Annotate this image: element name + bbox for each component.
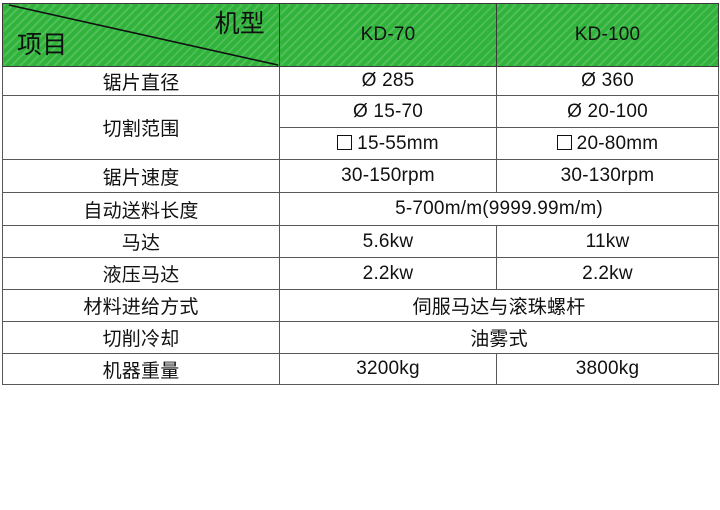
diagonal-divider-icon [3, 4, 279, 66]
table-header-row: 机型 项目 KD-70 KD-100 [2, 3, 719, 67]
cell-saw-blade-speed-kd70: 30-150rpm [279, 159, 497, 193]
cell-motor-kd100: 11kw [496, 225, 719, 258]
header-corner-item-label: 项目 [17, 31, 68, 59]
header-model-kd100: KD-100 [496, 3, 719, 67]
header-model-kd70: KD-70 [279, 3, 497, 67]
table-row: 15-55mm 20-80mm [3, 127, 719, 160]
row-label-hydraulic-motor: 液压马达 [2, 257, 280, 290]
header-corner-cell: 机型 项目 [2, 3, 280, 67]
cell-motor-kd70: 5.6kw [279, 225, 497, 258]
header-corner-model-label: 机型 [214, 10, 265, 38]
cell-cutting-range-round-kd70: Ø 15-70 [279, 95, 497, 128]
square-profile-icon [556, 134, 572, 150]
table-row: 锯片速度 30-150rpm 30-130rpm [2, 159, 719, 193]
cell-material-feed-method-merged: 伺服马达与滚珠螺杆 [279, 289, 719, 322]
table-row: 自动送料长度 5-700m/m(9999.99m/m) [2, 192, 719, 226]
table-row: 切割范围 Ø 15-70 Ø 20-100 [2, 95, 719, 160]
cell-auto-feed-length-merged: 5-700m/m(9999.99m/m) [279, 192, 719, 226]
cell-saw-blade-speed-kd100: 30-130rpm [496, 159, 719, 193]
cell-cutting-range-round-kd100: Ø 20-100 [496, 95, 719, 128]
specification-table: 机型 项目 KD-70 KD-100 锯片直径 Ø 285 Ø 360 切割范围… [2, 3, 719, 385]
row-label-cutting-cooling: 切削冷却 [2, 321, 280, 354]
row-label-cutting-range: 切割范围 [2, 95, 280, 160]
table-row: 锯片直径 Ø 285 Ø 360 [2, 66, 719, 96]
table-row: 液压马达 2.2kw 2.2kw [2, 257, 719, 290]
cell-machine-weight-kd70: 3200kg [279, 353, 497, 385]
cell-saw-blade-diameter-kd100: Ø 360 [496, 66, 719, 96]
square-profile-icon [337, 134, 353, 150]
cell-cutting-range-square-kd100: 20-80mm [496, 127, 719, 160]
cell-saw-blade-diameter-kd70: Ø 285 [279, 66, 497, 96]
specification-table-container: 机型 项目 KD-70 KD-100 锯片直径 Ø 285 Ø 360 切割范围… [2, 3, 719, 385]
table-row: 材料进给方式 伺服马达与滚珠螺杆 [2, 289, 719, 322]
row-label-saw-blade-diameter: 锯片直径 [2, 66, 280, 96]
row-label-saw-blade-speed: 锯片速度 [2, 159, 280, 193]
cell-hydraulic-motor-kd100: 2.2kw [496, 257, 719, 290]
cell-cutting-range-square-kd70: 15-55mm [279, 127, 497, 160]
table-row: 马达 5.6kw 11kw [2, 225, 719, 258]
row-label-motor: 马达 [2, 225, 280, 258]
cell-cutting-cooling-merged: 油雾式 [279, 321, 719, 354]
cell-hydraulic-motor-kd70: 2.2kw [279, 257, 497, 290]
table-row: 机器重量 3200kg 3800kg [2, 353, 719, 385]
row-label-machine-weight: 机器重量 [2, 353, 280, 385]
table-row: 切削冷却 油雾式 [2, 321, 719, 354]
cell-machine-weight-kd100: 3800kg [496, 353, 719, 385]
row-label-material-feed-method: 材料进给方式 [2, 289, 280, 322]
row-label-auto-feed-length: 自动送料长度 [2, 192, 280, 226]
